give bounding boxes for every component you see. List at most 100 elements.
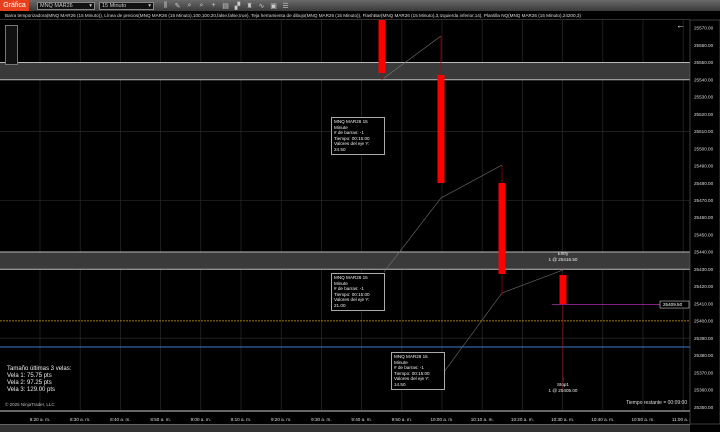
zone-rect bbox=[0, 251, 690, 270]
measure-connector-line bbox=[440, 164, 503, 199]
copyright: © 2025 NinjaTrader, LLC bbox=[5, 402, 55, 407]
chevron-down-icon: ▾ bbox=[89, 2, 92, 9]
price-tick-label: 25470.00 bbox=[694, 198, 714, 203]
time-tick-label: 9:00 a. m. bbox=[191, 417, 211, 422]
info-time: Tiempo: 00:15:00 bbox=[334, 291, 370, 297]
drawing-tools-panel[interactable] bbox=[5, 25, 18, 65]
entry-name: Entry bbox=[557, 251, 569, 256]
price-tick-label: 25510.00 bbox=[694, 129, 714, 134]
candle-body bbox=[378, 20, 386, 73]
template-icon[interactable]: ▞ bbox=[234, 2, 241, 10]
price-tick-label: 25380.00 bbox=[694, 353, 714, 358]
price-tick-label: 25550.00 bbox=[694, 60, 714, 65]
list-icon[interactable]: ☰ bbox=[282, 2, 289, 10]
price-axis bbox=[689, 19, 720, 425]
info-time: Tiempo: 00:15:00 bbox=[334, 135, 370, 141]
time-tick-label: 10:10 a. m. bbox=[471, 417, 494, 422]
price-tick-label: 25370.00 bbox=[694, 370, 714, 375]
info-box: MNQ MAR26 15 Minute # de barras: -1 Tiempo… bbox=[331, 117, 385, 155]
info-bars: # de barras: -1 bbox=[334, 130, 364, 136]
chevron-down-icon: ▾ bbox=[148, 2, 151, 9]
stats-v3: Vela 3: 129.00 pts bbox=[7, 387, 56, 393]
candle-body bbox=[437, 75, 445, 183]
zoom-in-icon[interactable]: ⌕ bbox=[187, 1, 192, 9]
measure-connector-line bbox=[443, 292, 503, 373]
measure-connector-line bbox=[383, 197, 442, 273]
candle-body bbox=[498, 183, 506, 274]
info-yval: Valores del eje Y: 14.50 bbox=[394, 376, 430, 387]
info-bars: # de barras: -1 bbox=[394, 365, 424, 371]
price-tick-label: 25460.00 bbox=[694, 215, 714, 220]
candle-size-stats: Tamaño últimas 3 velas: Vela 1: 75.75 pts… bbox=[7, 366, 71, 394]
time-tick-label: 11:00 a. m. bbox=[672, 417, 695, 422]
time-tick-label: 10:30 a. m. bbox=[551, 417, 574, 422]
indicator-icon[interactable]: ∿ bbox=[258, 2, 265, 10]
entry-label: Entry 1 @ 25416.50 bbox=[538, 251, 588, 262]
price-tick-label: 25540.00 bbox=[694, 77, 714, 82]
price-tick-label: 25450.00 bbox=[694, 232, 714, 237]
info-yval: Valores del eje Y: 21.00 bbox=[334, 297, 370, 308]
price-tick-label: 25440.00 bbox=[694, 250, 714, 255]
stop-detail: 1 @ 25405.00 bbox=[548, 387, 578, 393]
price-tick-label: 25360.00 bbox=[694, 388, 714, 393]
price-tick-label: 25570.00 bbox=[694, 26, 714, 31]
price-tick-label: 25390.00 bbox=[694, 336, 714, 341]
chart-menu-button[interactable]: Gráfica bbox=[0, 0, 29, 11]
stop-arrow-icon: ↑ bbox=[562, 377, 565, 383]
stop-label: Stop1 1 @ 25405.00 bbox=[538, 382, 588, 393]
time-tick-label: 10:50 a. m. bbox=[632, 417, 655, 422]
time-tick-label: 9:50 a. m. bbox=[392, 417, 412, 422]
measure-connector-line bbox=[501, 269, 564, 294]
back-arrow-icon[interactable]: ← bbox=[676, 20, 685, 30]
zone-rect bbox=[0, 62, 690, 80]
time-tick-label: 9:30 a. m. bbox=[311, 417, 331, 422]
strategy-icon[interactable]: ♜ bbox=[246, 2, 253, 10]
info-box: MNQ MAR26 15 Minute # de barras: -1 Tiempo… bbox=[391, 352, 445, 390]
price-tick-label: 25560.00 bbox=[694, 43, 714, 48]
zoom-out-icon[interactable]: ⌕ bbox=[199, 1, 204, 9]
price-tick-label: 25530.00 bbox=[694, 95, 714, 100]
pencil-icon[interactable]: ✎ bbox=[174, 2, 181, 10]
price-tick-label: 25410.00 bbox=[694, 301, 714, 306]
horizontal-scrollbar[interactable] bbox=[0, 424, 690, 432]
time-tick-label: 9:10 a. m. bbox=[231, 417, 251, 422]
time-tick-label: 9:40 a. m. bbox=[351, 417, 371, 422]
entry-detail: 1 @ 25416.50 bbox=[548, 256, 578, 262]
time-tick-label: 9:20 a. m. bbox=[271, 417, 291, 422]
info-title: MNQ MAR26 15 Minute bbox=[334, 275, 368, 286]
stats-v1: Vela 1: 75.75 pts bbox=[7, 373, 52, 379]
time-tick-label: 10:00 a. m. bbox=[431, 417, 454, 422]
indicator-label: Barra temporizadora(MNQ MAR26 (15 Minuto… bbox=[0, 11, 690, 20]
measure-connector-line bbox=[383, 35, 442, 79]
price-tick-label: 25400.00 bbox=[694, 319, 714, 324]
data-box-icon[interactable]: ▣ bbox=[270, 2, 277, 10]
price-tick-label: 25350.00 bbox=[694, 405, 714, 410]
entry-arrow-icon: ↓ bbox=[562, 266, 565, 272]
interval-value: 15 Minuto bbox=[102, 2, 127, 9]
time-tick-label: 10:20 a. m. bbox=[511, 417, 534, 422]
bar-chart-icon[interactable]: ⫼ bbox=[163, 1, 168, 9]
info-bars: # de barras: -1 bbox=[334, 286, 364, 292]
interval-select[interactable]: 15 Minuto ▾ bbox=[99, 1, 154, 10]
instrument-select[interactable]: MNQ MAR26 ▾ bbox=[37, 1, 95, 10]
chart-toolbar: Gráfica MNQ MAR26 ▾ 15 Minuto ▾ ⫼ ✎ ⌕ ⌕ + ▤ ▞ ♜ ∿ ▣… bbox=[0, 0, 720, 11]
price-tick-label: 25420.00 bbox=[694, 284, 714, 289]
info-title: MNQ MAR26 15 Minute bbox=[394, 354, 428, 365]
info-title: MNQ MAR26 15 Minute bbox=[334, 119, 368, 130]
price-tick-label: 25430.00 bbox=[694, 267, 714, 272]
price-tick-label: 25480.00 bbox=[694, 181, 714, 186]
crosshair-icon[interactable]: + bbox=[211, 1, 216, 9]
stats-title: Tamaño últimas 3 velas: bbox=[7, 366, 72, 372]
instrument-value: MNQ MAR26 bbox=[40, 2, 73, 9]
price-tick-label: 25490.00 bbox=[694, 164, 714, 169]
properties-icon[interactable]: ▤ bbox=[222, 2, 229, 10]
time-tick-label: 8:50 a. m. bbox=[150, 417, 170, 422]
info-yval: Valores del eje Y: 24.50 bbox=[334, 141, 370, 152]
time-remaining: Tiempo restante = 00:09:00 bbox=[626, 400, 688, 406]
time-tick-label: 8:20 a. m. bbox=[30, 417, 50, 422]
stats-v2: Vela 2: 97.25 pts bbox=[7, 380, 52, 386]
info-box: MNQ MAR26 15 Minute # de barras: -1 Tiempo… bbox=[331, 273, 385, 311]
price-tick-label: 25500.00 bbox=[694, 146, 714, 151]
info-time: Tiempo: 00:15:00 bbox=[394, 370, 430, 376]
